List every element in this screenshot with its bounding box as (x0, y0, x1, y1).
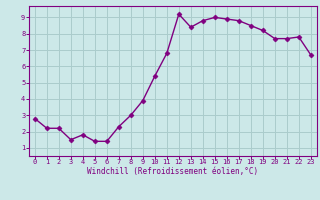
X-axis label: Windchill (Refroidissement éolien,°C): Windchill (Refroidissement éolien,°C) (87, 167, 258, 176)
